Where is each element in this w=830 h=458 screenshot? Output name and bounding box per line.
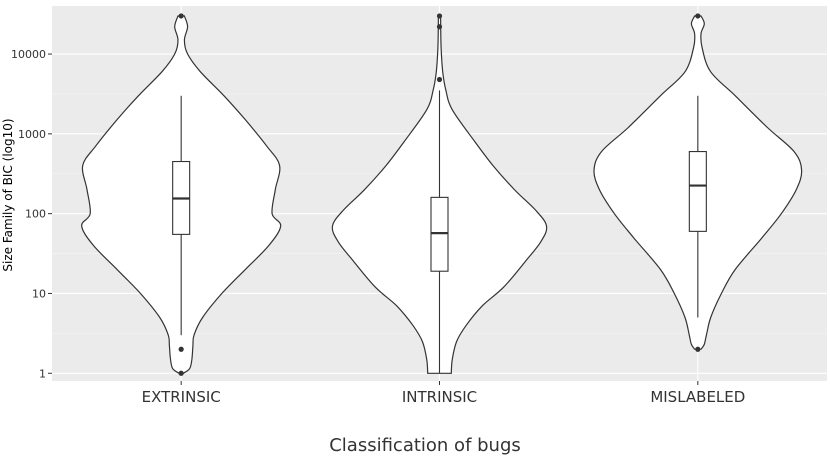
y-axis: 1 10 100 1000 10000 (11, 48, 52, 380)
outlier-point (436, 24, 443, 30)
boxplots (172, 90, 707, 374)
outlier-point (178, 370, 184, 376)
x-tick-label: MISLABELED (650, 388, 745, 406)
y-tick-label: 10 (32, 287, 46, 300)
outlier-point (695, 13, 701, 19)
outlier-point (436, 13, 443, 19)
x-tick-label: EXTRINSIC (142, 388, 221, 406)
box-iqr (688, 151, 707, 232)
y-tick-label: 1000 (18, 128, 46, 141)
outlier-point (436, 76, 443, 83)
outlier-point (695, 346, 701, 352)
y-tick-label: 1 (39, 367, 46, 380)
outlier-points (178, 13, 701, 376)
y-axis-title: Size Family of BIC (log10) (1, 118, 15, 271)
x-tick-label: INTRINSIC (402, 388, 477, 406)
x-axis: EXTRINSIC INTRINSIC MISLABELED (142, 381, 745, 406)
box-iqr (430, 196, 449, 272)
y-tick-label: 10000 (11, 48, 46, 61)
y-tick-label: 100 (25, 208, 46, 221)
outlier-point (178, 13, 184, 19)
x-axis-title: Classification of bugs (329, 435, 521, 456)
outlier-point (178, 346, 184, 352)
